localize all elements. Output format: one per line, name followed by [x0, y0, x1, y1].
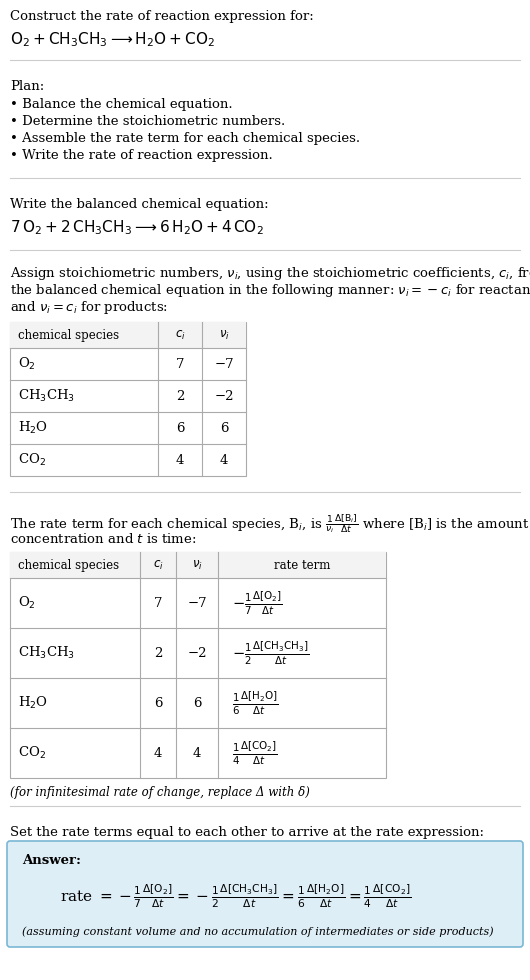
Text: Assign stoichiometric numbers, $\nu_i$, using the stoichiometric coefficients, $: Assign stoichiometric numbers, $\nu_i$, … — [10, 265, 530, 282]
Text: Answer:: Answer: — [22, 854, 81, 867]
Bar — [10, 552, 386, 778]
Text: CO$_2$: CO$_2$ — [18, 745, 46, 761]
Text: and $\nu_i = c_i$ for products:: and $\nu_i = c_i$ for products: — [10, 299, 168, 316]
Text: −2: −2 — [214, 389, 234, 403]
Text: 4: 4 — [220, 454, 228, 466]
Text: 2: 2 — [176, 389, 184, 403]
Text: Construct the rate of reaction expression for:: Construct the rate of reaction expressio… — [10, 10, 314, 23]
Text: O$_2$: O$_2$ — [18, 595, 36, 612]
Text: −7: −7 — [187, 597, 207, 610]
Text: rate $= -\frac{1}{7}\frac{\Delta[\mathrm{O_2}]}{\Delta t} = -\frac{1}{2}\frac{\D: rate $= -\frac{1}{7}\frac{\Delta[\mathrm… — [60, 882, 411, 909]
Text: $\nu_i$: $\nu_i$ — [218, 328, 229, 342]
Text: $-\frac{1}{7}\frac{\Delta[\mathrm{O_2}]}{\Delta t}$: $-\frac{1}{7}\frac{\Delta[\mathrm{O_2}]}… — [232, 589, 282, 616]
Text: chemical species: chemical species — [18, 559, 119, 571]
Text: (assuming constant volume and no accumulation of intermediates or side products): (assuming constant volume and no accumul… — [22, 926, 493, 937]
Text: 6: 6 — [220, 421, 228, 434]
Text: 4: 4 — [193, 747, 201, 760]
Text: 4: 4 — [154, 747, 162, 760]
Text: • Write the rate of reaction expression.: • Write the rate of reaction expression. — [10, 149, 273, 162]
Text: The rate term for each chemical species, B$_i$, is $\frac{1}{\nu_i}\frac{\Delta[: The rate term for each chemical species,… — [10, 512, 529, 535]
Text: $\frac{1}{6}\frac{\Delta[\mathrm{H_2O}]}{\Delta t}$: $\frac{1}{6}\frac{\Delta[\mathrm{H_2O}]}… — [232, 689, 278, 716]
Bar — [10, 322, 246, 348]
Text: 4: 4 — [176, 454, 184, 466]
Text: • Balance the chemical equation.: • Balance the chemical equation. — [10, 98, 233, 111]
Text: $\mathrm{7\,O_2 + 2\,CH_3CH_3 \longrightarrow 6\,H_2O + 4\,CO_2}$: $\mathrm{7\,O_2 + 2\,CH_3CH_3 \longright… — [10, 218, 264, 237]
Text: H$_2$O: H$_2$O — [18, 420, 48, 436]
Text: 7: 7 — [154, 597, 162, 610]
Text: Plan:: Plan: — [10, 80, 44, 93]
Bar — [10, 552, 386, 578]
Text: CH$_3$CH$_3$: CH$_3$CH$_3$ — [18, 388, 75, 404]
Text: O$_2$: O$_2$ — [18, 356, 36, 372]
Text: CO$_2$: CO$_2$ — [18, 452, 46, 468]
Text: (for infinitesimal rate of change, replace Δ with δ): (for infinitesimal rate of change, repla… — [10, 786, 310, 799]
Text: −2: −2 — [187, 647, 207, 660]
Text: chemical species: chemical species — [18, 328, 119, 341]
Text: • Determine the stoichiometric numbers.: • Determine the stoichiometric numbers. — [10, 115, 285, 128]
FancyBboxPatch shape — [7, 841, 523, 947]
Text: $c_i$: $c_i$ — [175, 328, 186, 342]
Text: 6: 6 — [193, 697, 201, 710]
Text: $\nu_i$: $\nu_i$ — [191, 559, 202, 571]
Text: 6: 6 — [176, 421, 184, 434]
Text: CH$_3$CH$_3$: CH$_3$CH$_3$ — [18, 645, 75, 662]
Text: 6: 6 — [154, 697, 162, 710]
Text: $-\frac{1}{2}\frac{\Delta[\mathrm{CH_3CH_3}]}{\Delta t}$: $-\frac{1}{2}\frac{\Delta[\mathrm{CH_3CH… — [232, 639, 309, 666]
Bar — [10, 322, 246, 476]
Text: the balanced chemical equation in the following manner: $\nu_i = -c_i$ for react: the balanced chemical equation in the fo… — [10, 282, 530, 299]
Text: concentration and $t$ is time:: concentration and $t$ is time: — [10, 532, 197, 546]
Text: Write the balanced chemical equation:: Write the balanced chemical equation: — [10, 198, 269, 211]
Text: Set the rate terms equal to each other to arrive at the rate expression:: Set the rate terms equal to each other t… — [10, 826, 484, 839]
Text: $\mathrm{O_2 + CH_3CH_3 \longrightarrow H_2O + CO_2}$: $\mathrm{O_2 + CH_3CH_3 \longrightarrow … — [10, 30, 215, 49]
Text: $\frac{1}{4}\frac{\Delta[\mathrm{CO_2}]}{\Delta t}$: $\frac{1}{4}\frac{\Delta[\mathrm{CO_2}]}… — [232, 739, 278, 766]
Text: • Assemble the rate term for each chemical species.: • Assemble the rate term for each chemic… — [10, 132, 360, 145]
Text: 7: 7 — [176, 358, 184, 370]
Text: rate term: rate term — [274, 559, 330, 571]
Text: 2: 2 — [154, 647, 162, 660]
Text: −7: −7 — [214, 358, 234, 370]
Text: $c_i$: $c_i$ — [153, 559, 163, 571]
Text: H$_2$O: H$_2$O — [18, 695, 48, 711]
